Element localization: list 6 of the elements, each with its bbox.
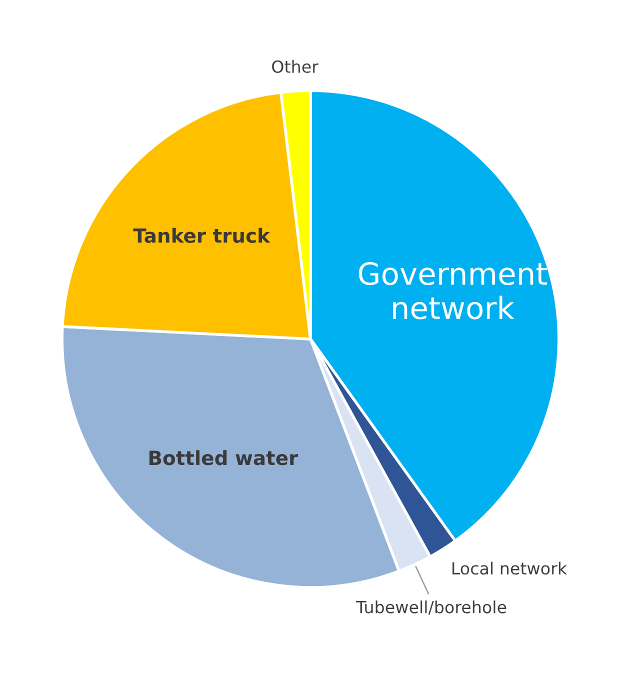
slice-label: Other <box>272 60 318 73</box>
slice-label: Government network <box>358 262 547 320</box>
slice-label: Bottled water <box>149 450 298 466</box>
slice-label: Local network <box>452 562 568 575</box>
slice-label: Tanker truck <box>133 228 270 243</box>
slice-label: Tubewell/borehole <box>356 600 506 615</box>
